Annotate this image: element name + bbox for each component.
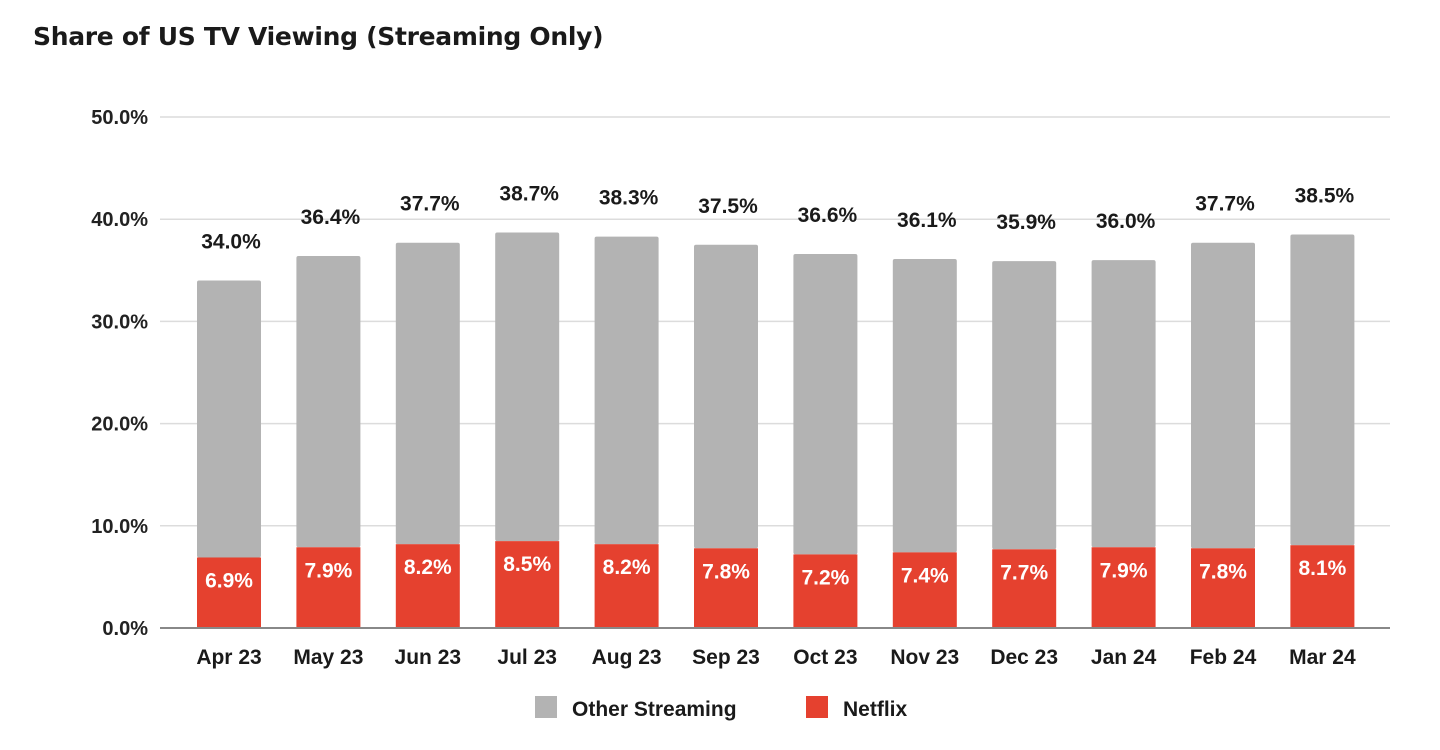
bar-netflix [793,554,858,628]
total-data-label: 38.7% [499,182,559,205]
x-tick-label: Dec 23 [990,646,1058,669]
y-tick-label: 0.0% [102,618,148,640]
total-data-label: 37.7% [400,193,460,216]
netflix-data-label: 7.9% [1100,559,1148,582]
netflix-data-label: 7.4% [901,564,949,587]
netflix-data-label: 8.2% [404,556,452,579]
bar-other-streaming [495,232,560,542]
total-data-label: 36.6% [798,204,858,227]
netflix-data-label: 8.5% [503,553,551,576]
bar-netflix [296,547,361,628]
netflix-data-label: 7.8% [702,560,750,583]
total-data-label: 35.9% [996,211,1056,234]
x-tick-label: May 23 [293,646,363,669]
x-tick-label: Aug 23 [592,646,662,669]
bar-netflix [1091,547,1156,628]
bar-netflix [197,557,261,628]
bar-netflix [495,541,560,628]
y-tick-label: 40.0% [91,209,148,231]
x-tick-label: Jun 23 [395,646,462,669]
total-data-label: 36.0% [1096,210,1156,233]
total-data-label: 37.5% [698,195,758,218]
bar-netflix [594,544,659,628]
legend-swatch-netflix [806,696,828,718]
bar-other-streaming [395,242,460,545]
total-data-label: 38.5% [1295,185,1355,208]
bar-other-streaming [1290,234,1355,546]
bar-other-streaming [197,280,261,558]
bar-netflix [1290,545,1355,628]
total-data-label: 38.3% [599,187,659,210]
bar-other-streaming [694,244,758,549]
netflix-data-label: 8.1% [1298,557,1346,580]
x-tick-label: Nov 23 [890,646,959,669]
bar-other-streaming [296,255,361,548]
netflix-data-label: 8.2% [603,556,651,579]
x-tick-label: Apr 23 [196,646,261,669]
total-data-label: 36.1% [897,209,957,232]
x-tick-label: Mar 24 [1289,646,1356,669]
legend-label-other-streaming: Other Streaming [572,698,737,721]
bar-other-streaming [1091,260,1156,548]
total-data-label: 34.0% [201,231,261,254]
netflix-data-label: 7.8% [1199,560,1247,583]
legend-label-netflix: Netflix [843,698,908,721]
x-tick-label: Sep 23 [692,646,760,669]
netflix-data-label: 7.7% [1000,561,1048,584]
total-data-label: 36.4% [301,206,361,229]
chart-title: Share of US TV Viewing (Streaming Only) [33,22,604,51]
y-tick-label: 50.0% [91,107,148,129]
bar-other-streaming [892,259,957,553]
bar-netflix [992,549,1057,628]
x-tick-label: Jan 24 [1091,646,1157,669]
bar-netflix [694,548,758,628]
bar-netflix [892,552,957,628]
bar-netflix [395,544,460,628]
y-tick-label: 30.0% [91,311,148,333]
netflix-data-label: 6.9% [205,569,253,592]
bar-other-streaming [992,261,1057,550]
x-tick-label: Jul 23 [497,646,557,669]
y-tick-label: 20.0% [91,414,148,436]
legend-swatch-other-streaming [535,696,557,718]
netflix-data-label: 7.2% [801,566,849,589]
x-tick-label: Feb 24 [1190,646,1257,669]
x-tick-label: Oct 23 [793,646,857,669]
y-tick-label: 10.0% [91,516,148,538]
bar-other-streaming [1191,242,1255,549]
bar-other-streaming [594,236,659,545]
netflix-data-label: 7.9% [304,559,352,582]
bar-other-streaming [793,253,858,555]
bar-netflix [1191,548,1255,628]
total-data-label: 37.7% [1195,193,1255,216]
